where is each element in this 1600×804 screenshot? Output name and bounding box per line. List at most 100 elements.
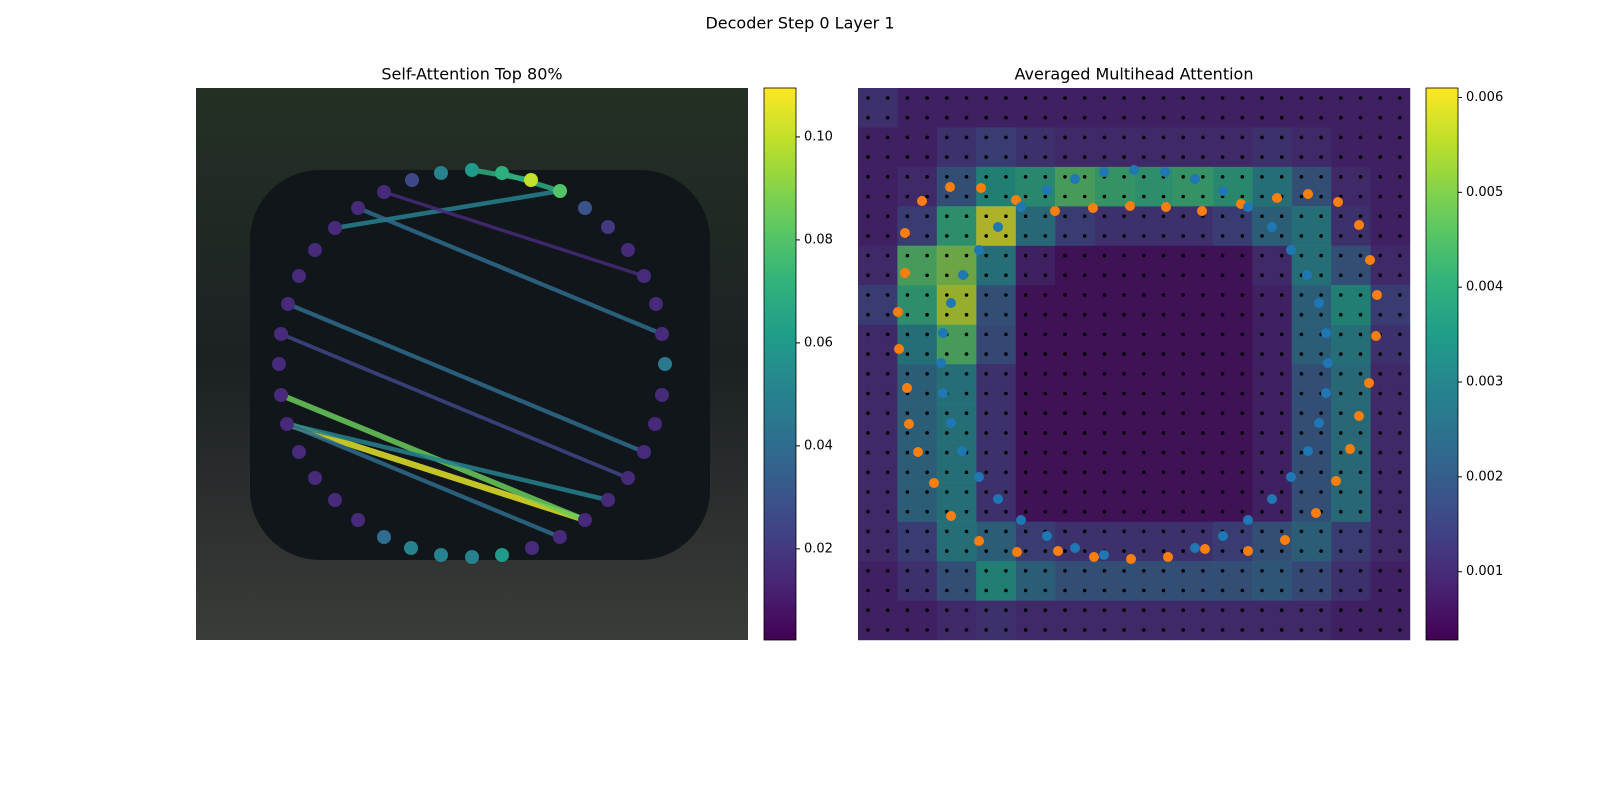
reference-grid-dot bbox=[885, 253, 890, 258]
colorbar-tick-label: 0.02 bbox=[804, 541, 833, 556]
reference-grid-dot bbox=[1023, 509, 1028, 514]
reference-grid-dot bbox=[1082, 490, 1087, 494]
reference-grid-dot bbox=[1142, 115, 1146, 120]
query-node bbox=[308, 243, 322, 257]
reference-grid-dot bbox=[1023, 431, 1028, 435]
reference-grid-dot bbox=[1082, 450, 1087, 455]
reference-grid-dot bbox=[1220, 332, 1225, 337]
reference-grid-dot bbox=[925, 529, 929, 534]
heatmap-cell bbox=[897, 285, 938, 325]
heatmap-cell bbox=[1055, 127, 1095, 168]
reference-grid-dot bbox=[964, 175, 969, 179]
reference-grid-dot bbox=[925, 253, 929, 258]
query-node bbox=[377, 185, 391, 199]
reference-grid-dot bbox=[1201, 135, 1205, 140]
sample-point bbox=[1331, 476, 1341, 486]
reference-grid-dot bbox=[866, 628, 870, 632]
reference-grid-dot bbox=[1339, 588, 1343, 593]
query-node bbox=[404, 541, 418, 555]
reference-grid-dot bbox=[1102, 450, 1107, 455]
reference-grid-dot bbox=[1082, 352, 1087, 356]
colorbar-tick-label: 0.005 bbox=[1466, 185, 1503, 200]
reference-grid-dot bbox=[1260, 431, 1264, 435]
reference-grid-dot bbox=[1260, 588, 1264, 593]
reference-grid-dot bbox=[1004, 509, 1008, 514]
reference-grid-dot bbox=[925, 293, 929, 297]
reference-grid-dot bbox=[964, 569, 969, 573]
reference-grid-dot bbox=[1082, 470, 1087, 475]
reference-grid-dot bbox=[1043, 411, 1048, 416]
reference-grid-dot bbox=[1279, 608, 1284, 612]
reference-grid-dot bbox=[1161, 96, 1166, 100]
reference-grid-dot bbox=[1220, 115, 1225, 120]
reference-grid-dot bbox=[1398, 194, 1402, 199]
reference-grid-dot bbox=[1220, 96, 1225, 100]
sample-point bbox=[1267, 494, 1277, 504]
reference-grid-dot bbox=[1240, 529, 1245, 534]
reference-grid-dot bbox=[1142, 450, 1146, 455]
reference-grid-dot bbox=[1023, 391, 1028, 396]
sample-point bbox=[1372, 290, 1382, 300]
reference-grid-dot bbox=[1142, 135, 1146, 140]
reference-grid-dot bbox=[1339, 372, 1343, 376]
reference-grid-dot bbox=[1063, 450, 1067, 455]
reference-grid-dot bbox=[1279, 529, 1284, 534]
query-node bbox=[601, 220, 615, 234]
reference-grid-dot bbox=[1398, 214, 1402, 218]
sample-point bbox=[904, 419, 914, 429]
heatmap-cell bbox=[1015, 88, 1056, 128]
reference-grid-dot bbox=[1220, 312, 1225, 317]
reference-grid-dot bbox=[1161, 588, 1166, 593]
reference-grid-dot bbox=[1023, 194, 1028, 199]
heatmap-cell bbox=[1212, 600, 1253, 641]
reference-grid-dot bbox=[1299, 253, 1304, 258]
reference-grid-dot bbox=[1082, 411, 1087, 416]
reference-grid-dot bbox=[1358, 490, 1363, 494]
reference-grid-dot bbox=[945, 96, 949, 100]
reference-grid-dot bbox=[905, 194, 910, 199]
heatmap-cell bbox=[858, 364, 898, 404]
reference-grid-dot bbox=[1004, 273, 1008, 278]
query-node bbox=[465, 550, 479, 564]
reference-grid-dot bbox=[1220, 490, 1225, 494]
reference-grid-dot bbox=[1279, 135, 1284, 140]
reference-grid-dot bbox=[1004, 214, 1008, 218]
reference-grid-dot bbox=[1063, 431, 1067, 435]
heatmap-cell bbox=[1055, 600, 1095, 641]
reference-grid-dot bbox=[866, 115, 870, 120]
heatmap-cell bbox=[1134, 482, 1174, 523]
reference-grid-dot bbox=[1142, 509, 1146, 514]
reference-grid-dot bbox=[1378, 529, 1382, 534]
reference-grid-dot bbox=[1082, 175, 1087, 179]
reference-grid-dot bbox=[905, 372, 910, 376]
reference-grid-dot bbox=[1279, 115, 1284, 120]
reference-grid-dot bbox=[1063, 470, 1067, 475]
reference-grid-dot bbox=[1063, 391, 1067, 396]
heatmap-cell bbox=[976, 403, 1017, 444]
reference-grid-dot bbox=[1063, 588, 1067, 593]
reference-grid-dot bbox=[905, 628, 910, 632]
heatmap-cell bbox=[1370, 561, 1411, 601]
reference-grid-dot bbox=[1240, 588, 1245, 593]
reference-grid-dot bbox=[866, 332, 870, 337]
attention-edge bbox=[283, 420, 589, 524]
reference-grid-dot bbox=[1181, 411, 1185, 416]
reference-grid-dot bbox=[1004, 411, 1008, 416]
reference-grid-dot bbox=[1240, 234, 1245, 238]
reference-grid-dot bbox=[1161, 372, 1166, 376]
query-node bbox=[601, 493, 615, 507]
reference-grid-dot bbox=[945, 312, 949, 317]
reference-grid-dot bbox=[1201, 352, 1205, 356]
reference-grid-dot bbox=[1398, 411, 1402, 416]
reference-grid-dot bbox=[1378, 411, 1382, 416]
reference-grid-dot bbox=[925, 549, 929, 553]
reference-grid-dot bbox=[945, 608, 949, 612]
heatmap-cell bbox=[858, 285, 898, 325]
reference-grid-dot bbox=[925, 332, 929, 337]
heatmap-cell bbox=[1331, 600, 1371, 641]
reference-grid-dot bbox=[1279, 372, 1284, 376]
heatmap-cell bbox=[936, 442, 977, 483]
reference-grid-dot bbox=[1023, 135, 1028, 140]
heatmap-cell bbox=[1134, 403, 1174, 444]
reference-grid-dot bbox=[1063, 312, 1067, 317]
